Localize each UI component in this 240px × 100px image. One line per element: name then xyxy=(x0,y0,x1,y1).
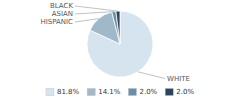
pie-slice xyxy=(116,11,120,44)
legend-label: 2.0% xyxy=(139,88,157,96)
slice-label: BLACK xyxy=(50,2,73,10)
legend-label: 81.8% xyxy=(57,88,80,96)
legend-swatch xyxy=(128,89,136,96)
slice-label: HISPANIC xyxy=(40,18,73,26)
legend-label: 14.1% xyxy=(98,88,121,96)
legend-label: 2.0% xyxy=(176,88,194,96)
legend-swatch xyxy=(165,89,173,96)
pie-slice xyxy=(90,12,120,44)
leader-line xyxy=(75,19,99,22)
leader-line xyxy=(138,72,165,79)
slice-label: ASIAN xyxy=(52,10,73,18)
slices xyxy=(87,11,153,77)
legend-swatch xyxy=(46,89,54,96)
leader-line xyxy=(75,12,114,14)
chart: WHITE HISPANICASIANBLACK 81.8% 14.1% 2.0% 2.0… xyxy=(0,0,240,100)
pie-slice xyxy=(87,11,153,77)
leader-line xyxy=(75,6,118,11)
legend: 81.8% 14.1% 2.0% 2.0% xyxy=(46,88,194,96)
slice-labels: WHITE HISPANICASIANBLACK xyxy=(40,2,189,83)
pie-slice xyxy=(112,11,120,44)
slice-label: WHITE xyxy=(167,75,190,83)
legend-swatch xyxy=(87,89,95,96)
